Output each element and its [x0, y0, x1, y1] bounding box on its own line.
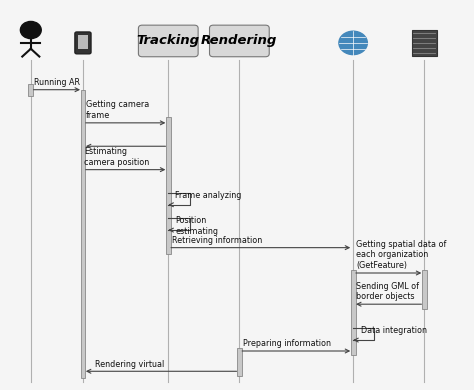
Text: Sending GML of
border objects: Sending GML of border objects	[356, 282, 419, 301]
Circle shape	[339, 31, 367, 55]
Bar	[237, 348, 242, 376]
FancyBboxPatch shape	[138, 25, 198, 57]
Text: Data integration: Data integration	[361, 326, 427, 335]
Text: Position
estimating: Position estimating	[175, 216, 219, 236]
Text: Preparing information: Preparing information	[243, 339, 331, 348]
FancyBboxPatch shape	[75, 32, 91, 54]
Text: Tracking: Tracking	[137, 34, 200, 48]
Text: Running AR: Running AR	[34, 78, 80, 87]
Text: Rendering: Rendering	[201, 34, 278, 48]
Bar	[351, 270, 356, 355]
Text: Retrieving information: Retrieving information	[172, 236, 262, 245]
Text: Rendering virtual: Rendering virtual	[95, 360, 164, 369]
Bar	[422, 270, 427, 309]
Bar	[81, 90, 85, 378]
Text: Getting camera
frame: Getting camera frame	[86, 100, 149, 120]
Text: Frame analyzing: Frame analyzing	[175, 191, 242, 200]
Circle shape	[20, 21, 41, 39]
FancyBboxPatch shape	[210, 25, 269, 57]
Text: Estimating
camera position: Estimating camera position	[84, 147, 150, 167]
Text: Getting spatial data of
each organization
(GetFeature): Getting spatial data of each organizatio…	[356, 240, 447, 270]
Bar	[28, 84, 33, 96]
Bar	[78, 35, 88, 49]
Bar	[166, 117, 171, 254]
Bar	[412, 30, 437, 55]
